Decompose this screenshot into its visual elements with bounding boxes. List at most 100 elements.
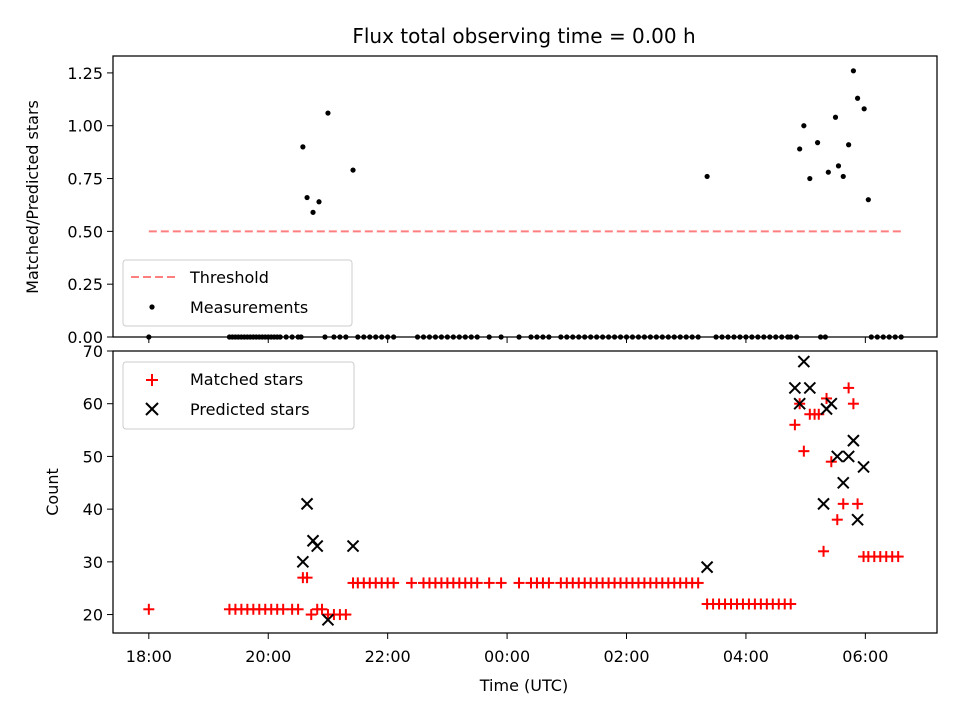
measurement-point [868, 334, 874, 340]
measurement-point [343, 334, 349, 340]
measurement-point [304, 194, 310, 201]
measurement-point [886, 334, 892, 340]
legend-matched-label: Matched stars [190, 370, 303, 389]
matched-star-point [388, 577, 400, 589]
measurement-point [283, 334, 289, 340]
matched-star-point [843, 382, 855, 394]
predicted-star-point [311, 539, 324, 553]
bottom-y-tick-label: 50 [83, 447, 103, 466]
matched-star-point [798, 445, 810, 457]
measurement-point [438, 334, 445, 340]
legend-threshold-label: Threshold [189, 268, 269, 287]
top-panel: 0.00 0.25 0.50 0.75 1.00 1.25 Matched/Predict… [23, 55, 938, 347]
predicted-star-point [793, 397, 806, 410]
measurement-point [414, 334, 421, 340]
measurement-point [788, 334, 794, 340]
measurement-point [671, 334, 677, 340]
bottom-y-tick-label: 70 [83, 342, 103, 361]
measurement-point [635, 334, 642, 340]
measurement-point [773, 334, 779, 340]
measurement-point [865, 197, 871, 203]
measurement-point [528, 334, 534, 340]
measurement-point [850, 68, 857, 74]
measurement-point [444, 334, 450, 340]
measurement-point [534, 334, 540, 340]
measurement-point [300, 144, 306, 150]
measurement-point [322, 334, 328, 340]
top-legend-box [122, 259, 353, 327]
top-y-axis: 0.00 0.25 0.50 0.75 1.00 1.25 [67, 64, 113, 347]
measurement-point [731, 334, 737, 340]
predicted-star-point [825, 397, 838, 410]
measurement-point [426, 334, 433, 340]
measurement-point [391, 334, 397, 340]
matched-star-point [305, 609, 317, 621]
top-plot-frame [112, 55, 938, 338]
bottom-x-tick-label: 18:00 [126, 647, 172, 666]
measurement-point [835, 163, 842, 169]
top-y-tick-label: 0.50 [67, 222, 103, 241]
measurement-point [725, 334, 731, 340]
measurement-point [641, 334, 648, 340]
measurement-point [558, 334, 564, 340]
bottom-legend-box [122, 361, 355, 430]
measurement-point [325, 110, 331, 116]
measurement-point [653, 334, 659, 340]
bottom-y-axis-label: Count [43, 468, 62, 516]
predicted-star-point [803, 381, 817, 395]
top-y-tick-label: 0.00 [67, 328, 103, 347]
measurement-point [749, 334, 755, 340]
measurement-point [337, 334, 343, 340]
top-legend: Threshold Measurements [122, 259, 353, 327]
predicted-star-point [797, 355, 811, 368]
matched-star-point [483, 577, 495, 589]
measurement-point [892, 334, 898, 340]
top-y-tick-label: 1.25 [67, 64, 103, 83]
measurement-point [719, 334, 725, 340]
measurement-point [854, 95, 861, 101]
measurement-point [474, 334, 480, 340]
matched-star-point [340, 609, 352, 621]
predicted-star-point [837, 476, 850, 489]
bottom-plot-frame [112, 350, 938, 634]
bottom-x-tick-label: 06:00 [842, 647, 888, 666]
top-y-tick-label: 0.25 [67, 275, 103, 294]
measurement-point [456, 334, 462, 340]
measurement-point [540, 334, 546, 340]
measurement-point [801, 123, 807, 129]
measurement-point [420, 334, 427, 340]
measurement-point [576, 334, 582, 340]
matched-star-point [143, 603, 155, 615]
predicted-star-point [817, 497, 830, 511]
measurement-point [605, 334, 612, 340]
measurement-point [880, 334, 886, 340]
bottom-y-axis: 20 30 40 50 60 70 [83, 342, 113, 625]
measurement-point [832, 114, 839, 120]
predicted-star-point [847, 434, 860, 447]
predicted-star-point [851, 513, 864, 526]
measurement-point [794, 334, 800, 340]
legend-predicted-swatch [145, 402, 159, 416]
measurement-point [379, 334, 385, 340]
measurement-point [546, 334, 552, 340]
measurement-point [629, 334, 636, 340]
matched-star-point [316, 603, 328, 615]
top-y-axis-label: Matched/Predicted stars [23, 100, 42, 294]
matched-star-point [837, 498, 849, 510]
predicted-star-point [788, 381, 802, 395]
legend-predicted-label: Predicted stars [190, 400, 310, 419]
matched-star-point [471, 577, 483, 589]
measurement-point [761, 334, 767, 340]
measurement-point [588, 334, 594, 340]
measurement-point [689, 334, 695, 340]
bottom-y-tick-label: 40 [83, 500, 103, 519]
bottom-marks [143, 355, 904, 627]
predicted-star-point [700, 560, 714, 574]
measurement-point [298, 334, 304, 340]
measurement-point [600, 334, 606, 340]
measurement-point [822, 334, 828, 340]
bottom-x-tick-label: 02:00 [603, 647, 649, 666]
bottom-x-tick-label: 04:00 [723, 647, 769, 666]
matched-star-point [785, 598, 797, 610]
